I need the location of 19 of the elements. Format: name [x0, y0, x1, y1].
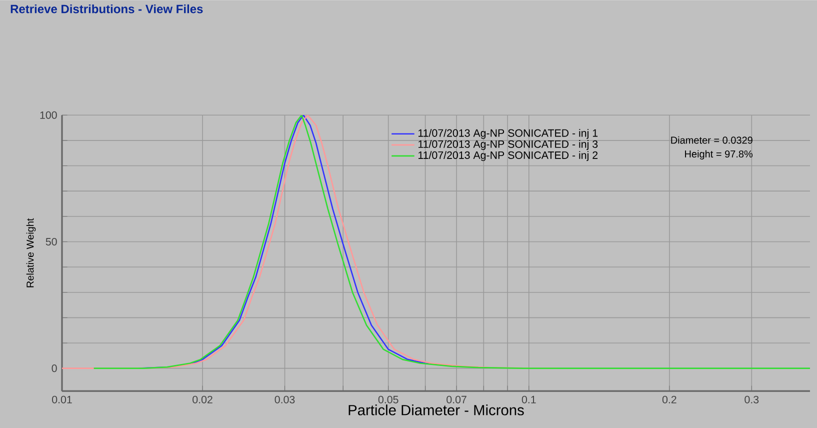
y-tick-label: 50 — [46, 238, 57, 246]
x-tick-label: 0.07 — [446, 396, 466, 404]
y-tick-label: 100 — [40, 111, 57, 119]
y-axis-title: Relative Weight — [26, 218, 36, 288]
x-tick-label: 0.2 — [662, 396, 676, 404]
legend-label: 11/07/2013 Ag-NP SONICATED - inj 3 — [418, 140, 598, 150]
chart-title: Retrieve Distributions - View Files — [10, 4, 203, 14]
legend-label: 11/07/2013 Ag-NP SONICATED - inj 2 — [418, 151, 598, 161]
y-tick-label: 0 — [52, 364, 57, 372]
annotation: Diameter = 0.0329 — [671, 136, 752, 144]
x-tick-label: 0.05 — [378, 396, 398, 404]
x-tick-label: 0.01 — [52, 396, 72, 404]
x-axis-title: Particle Diameter - Microns — [348, 404, 524, 416]
annotation: Height = 97.8% — [685, 150, 753, 160]
x-tick-label: 0.3 — [744, 396, 759, 404]
legend-label: 11/07/2013 Ag-NP SONICATED - inj 1 — [418, 128, 598, 139]
x-tick-label: 0.1 — [522, 396, 536, 404]
x-tick-label: 0.02 — [192, 396, 212, 404]
x-tick-label: 0.03 — [274, 396, 295, 404]
